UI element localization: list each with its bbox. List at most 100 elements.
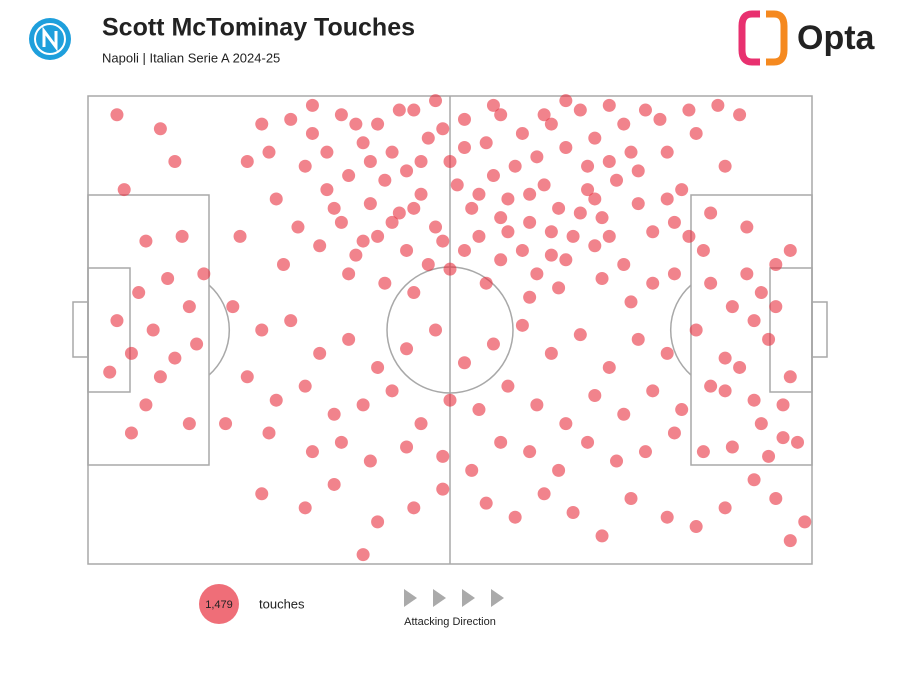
touch-dot bbox=[740, 220, 754, 234]
touch-dot bbox=[566, 229, 580, 243]
touch-dot bbox=[436, 234, 450, 248]
touch-dot bbox=[371, 229, 385, 243]
touch-dot bbox=[457, 140, 471, 154]
touch-dot bbox=[595, 529, 609, 543]
touch-dot bbox=[682, 103, 696, 117]
touch-dot bbox=[486, 98, 500, 112]
touch-dot bbox=[523, 215, 537, 229]
touch-dot bbox=[581, 435, 595, 449]
touch-dot bbox=[552, 281, 566, 295]
touch-dot bbox=[595, 272, 609, 286]
touch-dot bbox=[783, 534, 797, 548]
touch-dot bbox=[356, 234, 370, 248]
touch-dot bbox=[733, 360, 747, 374]
touch-dot bbox=[305, 126, 319, 140]
touch-dot bbox=[421, 131, 435, 145]
touch-dot bbox=[182, 417, 196, 431]
touch-dot bbox=[342, 332, 356, 346]
touch-dot bbox=[240, 155, 254, 169]
touch-dot bbox=[457, 112, 471, 126]
touch-dot bbox=[233, 229, 247, 243]
touch-dot bbox=[581, 183, 595, 197]
touch-dot bbox=[168, 351, 182, 365]
touch-dot bbox=[240, 370, 254, 384]
touch-dot bbox=[631, 164, 645, 178]
touch-dot bbox=[769, 491, 783, 505]
touch-dot bbox=[501, 225, 515, 239]
touch-dot bbox=[284, 314, 298, 328]
touch-dot bbox=[791, 435, 805, 449]
touch-dot bbox=[479, 136, 493, 150]
touch-dot bbox=[624, 295, 638, 309]
touch-dot bbox=[400, 440, 414, 454]
touch-dot bbox=[465, 201, 479, 215]
touch-dot bbox=[588, 131, 602, 145]
touch-dot bbox=[515, 318, 529, 332]
total-marker bbox=[199, 584, 239, 624]
touch-dot bbox=[660, 192, 674, 206]
touch-dot bbox=[320, 183, 334, 197]
touch-dot bbox=[631, 332, 645, 346]
touch-dot bbox=[436, 482, 450, 496]
touch-dot bbox=[638, 445, 652, 459]
touch-dot bbox=[349, 248, 363, 262]
touch-dot bbox=[646, 225, 660, 239]
touch-dot bbox=[544, 346, 558, 360]
touch-dot bbox=[313, 346, 327, 360]
touch-dot bbox=[175, 229, 189, 243]
touch-dot bbox=[356, 548, 370, 562]
touch-dot bbox=[573, 103, 587, 117]
touch-dot bbox=[334, 435, 348, 449]
touch-dot bbox=[725, 300, 739, 314]
touch-dot bbox=[334, 215, 348, 229]
touch-dot bbox=[776, 431, 790, 445]
touch-dot bbox=[414, 417, 428, 431]
touch-dot bbox=[110, 314, 124, 328]
touch-dot bbox=[783, 370, 797, 384]
touch-dot bbox=[696, 445, 710, 459]
touch-dot bbox=[646, 276, 660, 290]
touch-dot bbox=[472, 403, 486, 417]
touch-dot bbox=[392, 103, 406, 117]
touch-dot bbox=[624, 491, 638, 505]
touch-dot bbox=[284, 112, 298, 126]
touch-dot bbox=[342, 169, 356, 183]
touch-dot bbox=[400, 342, 414, 356]
touch-dot bbox=[544, 248, 558, 262]
touch-dot bbox=[486, 337, 500, 351]
touch-dot bbox=[443, 393, 457, 407]
touch-dot bbox=[465, 463, 479, 477]
touch-dot bbox=[146, 323, 160, 337]
touch-dot bbox=[197, 267, 211, 281]
touch-dot bbox=[595, 211, 609, 225]
touch-dot bbox=[139, 398, 153, 412]
touch-dot bbox=[515, 243, 529, 257]
touch-dot bbox=[610, 173, 624, 187]
touch-dot bbox=[559, 253, 573, 267]
touch-dot bbox=[501, 192, 515, 206]
touch-dot bbox=[602, 360, 616, 374]
touch-dot bbox=[153, 370, 167, 384]
direction-arrows bbox=[404, 589, 504, 607]
touch-dot bbox=[667, 267, 681, 281]
touch-dot bbox=[624, 145, 638, 159]
touch-dot bbox=[363, 197, 377, 211]
chart-title: Scott McTominay Touches bbox=[102, 14, 415, 42]
touch-dot bbox=[667, 426, 681, 440]
touch-dot bbox=[515, 126, 529, 140]
touch-dot bbox=[182, 300, 196, 314]
touch-dot bbox=[342, 267, 356, 281]
touch-dot bbox=[798, 515, 812, 529]
touch-dot bbox=[631, 197, 645, 211]
touch-dot bbox=[523, 290, 537, 304]
touch-dot bbox=[508, 510, 522, 524]
direction-text: Attacking Direction bbox=[404, 616, 496, 628]
touch-dot bbox=[117, 183, 131, 197]
touch-dot bbox=[472, 229, 486, 243]
touch-dot bbox=[494, 253, 508, 267]
touch-dot bbox=[407, 286, 421, 300]
touch-dot bbox=[371, 515, 385, 529]
chart-subtitle: Napoli | Italian Serie A 2024-25 bbox=[102, 50, 280, 65]
touch-dot bbox=[378, 276, 392, 290]
touch-dot bbox=[443, 155, 457, 169]
